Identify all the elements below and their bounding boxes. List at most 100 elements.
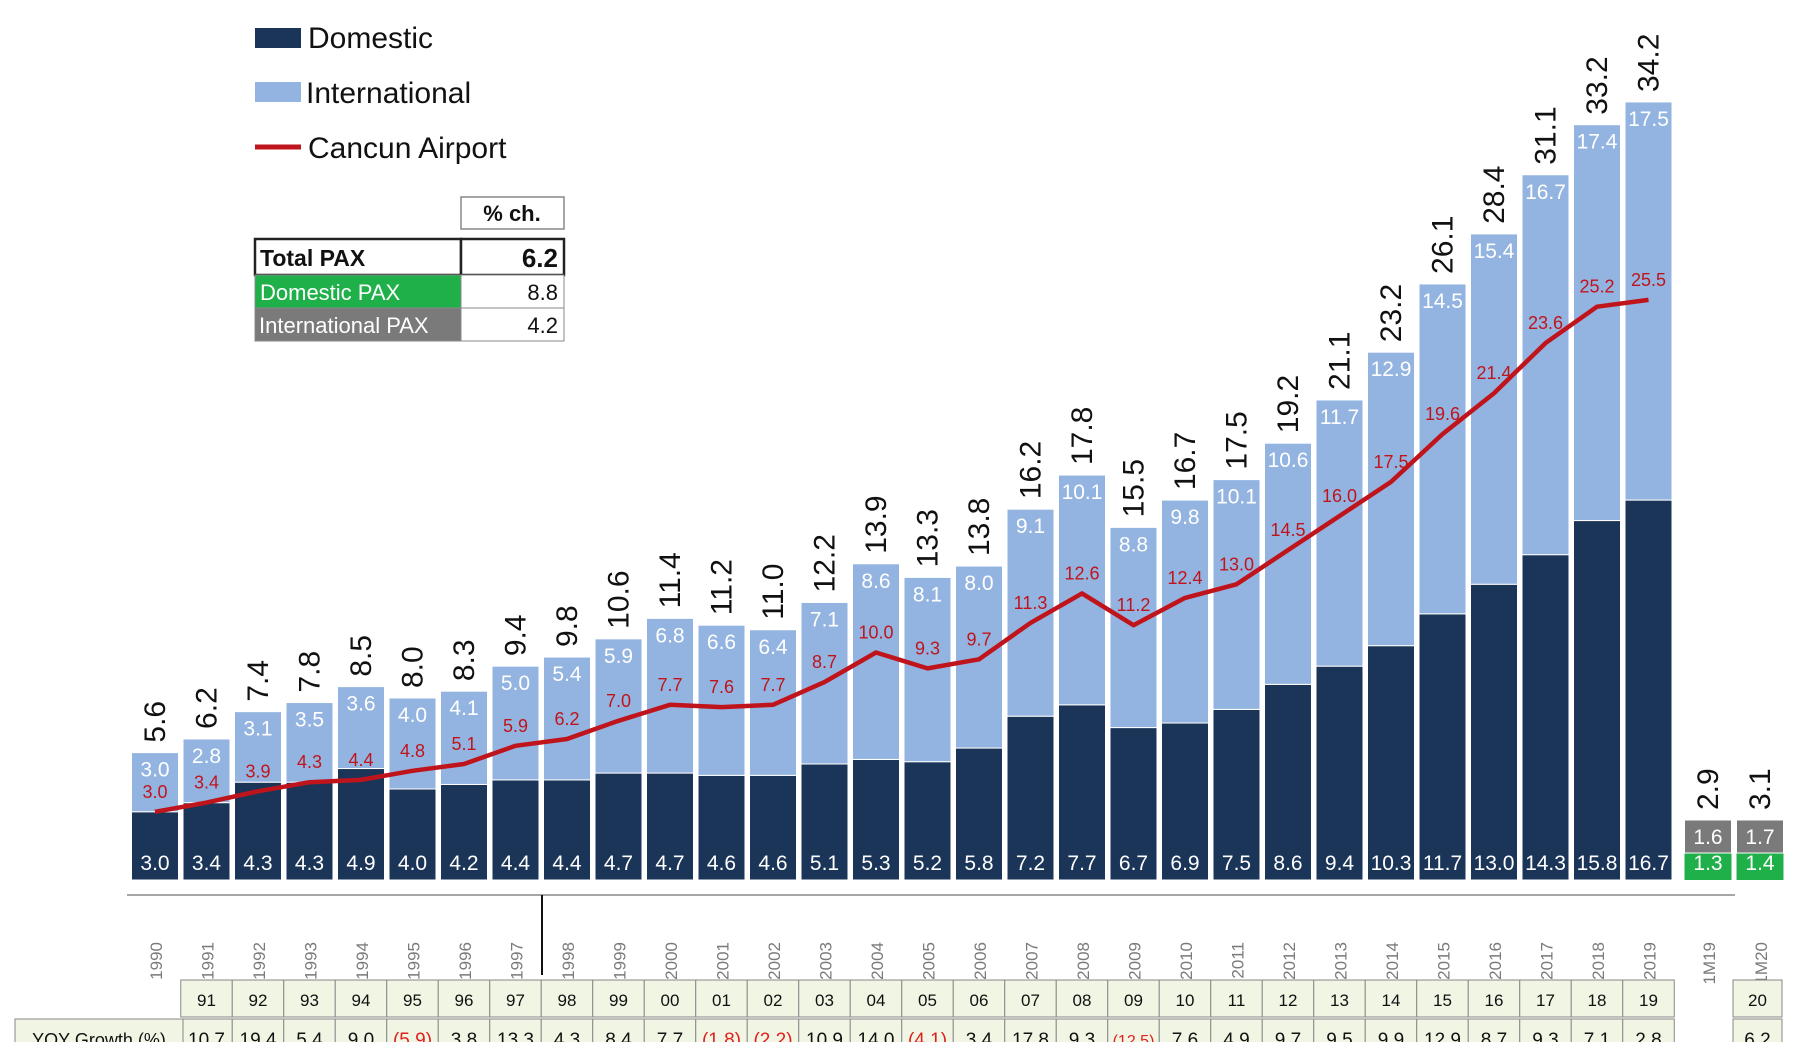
label-international-value: 1.7 (1745, 826, 1774, 849)
x-tick-label: 1992 (250, 942, 269, 980)
label-line-value: 23.6 (1528, 313, 1563, 333)
label-line-value: 9.7 (966, 629, 991, 649)
summary-row-international-value-cell (460, 307, 565, 342)
growth-extra-year-cell (1732, 979, 1783, 1018)
x-tick-label: 2011 (1229, 942, 1248, 979)
growth-year-cell (901, 979, 954, 1018)
bar-domestic (697, 774, 746, 881)
growth-year-cell (849, 979, 903, 1018)
bar-domestic (285, 781, 334, 881)
growth-year: 07 (1021, 991, 1040, 1010)
growth-value: (2.2) (753, 1030, 792, 1042)
growth-year: 99 (609, 991, 628, 1010)
growth-row-label: YOY Growth (%) (32, 1030, 166, 1042)
label-international-value: 3.5 (295, 709, 324, 732)
growth-year-cell (1519, 979, 1572, 1018)
x-tick-label: 1999 (611, 942, 630, 980)
label-international-value: 8.6 (861, 570, 890, 593)
x-tick-label: 2000 (662, 942, 681, 980)
summary-row-total-label: Total PAX (260, 245, 366, 271)
growth-year: 94 (352, 991, 371, 1010)
label-international-value: 7.1 (810, 608, 839, 631)
bar-international (1573, 124, 1621, 522)
growth-value: (4.1) (908, 1030, 947, 1042)
label-total-value: 12.2 (809, 534, 842, 592)
growth-year: 03 (815, 991, 834, 1010)
bar-international (1521, 174, 1570, 556)
label-total-value: 28.4 (1478, 166, 1511, 224)
x-tick-label: 2001 (714, 942, 733, 980)
growth-value: 9.5 (1326, 1030, 1352, 1042)
growth-year: 05 (918, 991, 937, 1010)
growth-year: 96 (455, 991, 474, 1010)
label-domestic-value: 4.4 (501, 852, 531, 875)
growth-value: 5.4 (296, 1030, 323, 1042)
label-total-value: 9.4 (500, 614, 533, 656)
label-total-value: 21.1 (1324, 332, 1357, 390)
label-international-value: 8.1 (913, 583, 942, 606)
growth-value: 12.9 (1424, 1030, 1461, 1042)
growth-year-cell (746, 979, 800, 1018)
x-tick-label: 2003 (817, 942, 836, 980)
label-international-value: 12.9 (1371, 358, 1412, 381)
label-domestic-value: 4.9 (346, 852, 375, 875)
line-layer (154, 297, 1649, 815)
label-total-value: 2.9 (1692, 768, 1725, 810)
label-total-value: 23.2 (1375, 284, 1408, 342)
label-international-value: 15.4 (1474, 240, 1515, 263)
label-domestic-value: 4.6 (758, 852, 787, 875)
growth-year: 15 (1433, 991, 1452, 1010)
label-domestic-value: 4.4 (552, 852, 582, 875)
bar-domestic (1109, 727, 1158, 881)
label-total-value: 8.5 (345, 635, 378, 677)
bar-domestic (749, 774, 797, 881)
label-total-value: 15.5 (1118, 459, 1151, 517)
growth-value: 10.9 (806, 1030, 843, 1042)
growth-year-cell (1622, 979, 1675, 1018)
label-international-value: 1.6 (1693, 826, 1722, 849)
bar-domestic (1212, 708, 1261, 881)
label-line-value: 6.2 (554, 709, 579, 729)
label-total-value: 19.2 (1272, 375, 1305, 433)
label-line-value: 14.5 (1270, 520, 1305, 540)
bars-layer (131, 101, 1784, 881)
label-total-value: 11.4 (654, 552, 687, 608)
label-international-value: 4.0 (398, 704, 427, 727)
growth-value: 4.9 (1223, 1030, 1249, 1042)
legend-swatch-domestic (255, 28, 301, 48)
label-domestic-value: 6.9 (1170, 852, 1199, 875)
summary-row-domestic-value-cell (460, 274, 565, 309)
summary-row-domestic-label-cell (254, 274, 462, 309)
growth-value: (12.5) (1113, 1033, 1155, 1042)
label-total-value: 26.1 (1427, 216, 1460, 274)
growth-value: 4.3 (554, 1030, 580, 1042)
label-line-value: 9.3 (915, 638, 940, 658)
growth-extra-value-cell (1732, 1018, 1783, 1042)
summary-header-cell (460, 196, 565, 230)
growth-extra-year: 20 (1748, 991, 1767, 1010)
label-line-value: 17.5 (1373, 452, 1408, 472)
label-line-value: 3.4 (194, 773, 219, 793)
label-domestic-value: 4.3 (295, 852, 324, 875)
label-domestic-value: 7.2 (1016, 852, 1045, 875)
label-international-value: 3.6 (346, 693, 375, 716)
growth-year-cell (643, 979, 697, 1018)
label-international-value: 11.7 (1320, 406, 1359, 429)
growth-value: 9.7 (1275, 1030, 1301, 1042)
label-total-value: 5.6 (139, 701, 172, 743)
x-tick-label: 1998 (559, 942, 578, 980)
growth-year-cell (1313, 979, 1366, 1018)
x-tick-label: 1M20 (1752, 942, 1771, 985)
bar-domestic (1418, 613, 1467, 881)
label-domestic-value: 16.7 (1628, 852, 1669, 875)
summary-row-international-label: International PAX (259, 313, 429, 338)
label-domestic-value: 3.0 (140, 852, 169, 875)
summary-row-domestic-label: Domestic PAX (260, 280, 401, 305)
label-domestic-value: 4.7 (655, 852, 684, 875)
x-tick-label: 2015 (1435, 942, 1454, 980)
label-total-value: 7.8 (294, 651, 327, 693)
label-total-value: 17.5 (1221, 411, 1254, 469)
bar-international (440, 690, 488, 785)
label-line-value: 4.8 (400, 741, 425, 761)
